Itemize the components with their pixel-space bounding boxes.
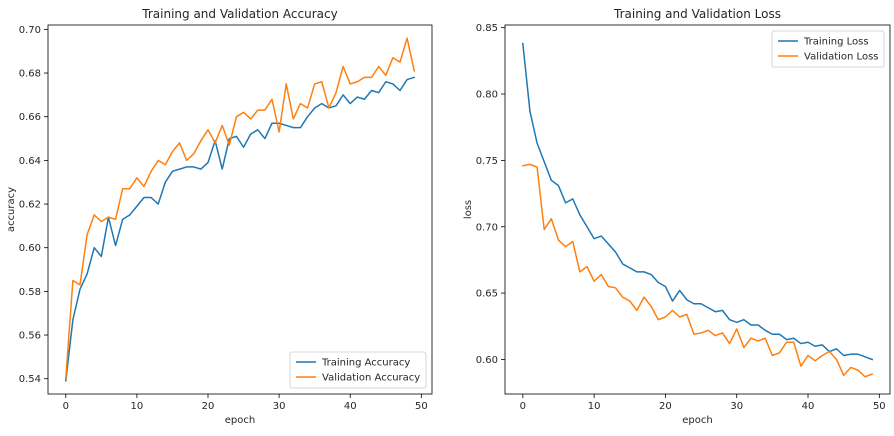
x-tick-label: 20	[202, 401, 215, 412]
legend: Training Accuracy Validation Accuracy	[289, 351, 427, 389]
series-line	[521, 42, 874, 361]
x-tick-label: 10	[588, 401, 601, 412]
chart-title: Training and Validation Accuracy	[141, 7, 337, 21]
x-tick-label: 50	[415, 401, 428, 412]
x-tick-label: 40	[802, 401, 815, 412]
y-tick-label: 0.56	[19, 331, 41, 342]
y-tick-label: 0.65	[476, 289, 498, 300]
legend-box	[289, 351, 427, 389]
x-tick-label: 10	[131, 401, 144, 412]
series-line	[64, 76, 416, 382]
y-tick-label: 0.70	[19, 25, 41, 36]
x-tick-label: 20	[659, 401, 672, 412]
x-tick-label: 0	[63, 401, 69, 412]
y-tick-label: 0.68	[19, 69, 41, 80]
x-tick-label: 40	[344, 401, 357, 412]
legend-box	[771, 30, 885, 68]
series-line	[64, 37, 416, 380]
y-axis-label: accuracy	[6, 187, 17, 232]
y-tick-label: 0.80	[476, 90, 498, 101]
loss-chart: Training and Validation Loss epoch loss …	[463, 7, 891, 426]
y-tick-label: 0.54	[19, 374, 41, 385]
axes-frame	[47, 24, 433, 395]
legend-label: Training Accuracy	[321, 358, 410, 369]
legend-label: Validation Accuracy	[322, 373, 420, 384]
legend: Training Loss Validation Loss	[771, 30, 885, 68]
y-tick-label: 0.60	[19, 243, 41, 254]
x-tick-label: 30	[273, 401, 286, 412]
accuracy-chart: Training and Validation Accuracy epoch a…	[6, 7, 433, 426]
y-tick-label: 0.70	[476, 222, 498, 233]
legend-label: Validation Loss	[804, 52, 879, 63]
y-axis-label: loss	[463, 200, 474, 219]
x-tick-label: 0	[520, 401, 526, 412]
y-tick-label: 0.64	[19, 156, 41, 167]
series-line	[521, 163, 874, 378]
x-tick-label: 30	[730, 401, 743, 412]
x-tick-label: 50	[873, 401, 886, 412]
y-tick-label: 0.60	[476, 355, 498, 366]
y-tick-label: 0.58	[19, 287, 41, 298]
y-tick-label: 0.75	[476, 156, 498, 167]
y-tick-label: 0.62	[19, 200, 41, 211]
chart-title: Training and Validation Loss	[613, 7, 781, 21]
y-tick-label: 0.66	[19, 112, 41, 123]
x-axis-label: epoch	[682, 415, 712, 426]
x-axis-label: epoch	[225, 415, 255, 426]
axes-frame	[504, 24, 891, 395]
legend-label: Training Loss	[803, 37, 869, 48]
y-tick-label: 0.85	[476, 23, 498, 34]
